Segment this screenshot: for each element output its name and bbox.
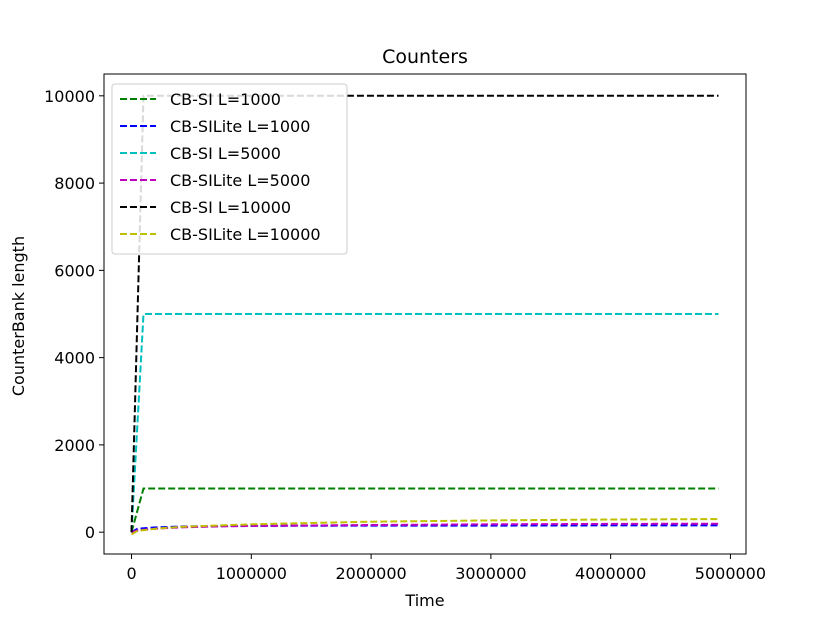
- legend-label-4: CB-SI L=10000: [170, 198, 291, 217]
- x-axis-label: Time: [404, 591, 444, 610]
- legend-label-5: CB-SILite L=10000: [170, 225, 321, 244]
- chart-title: Counters: [382, 46, 468, 68]
- x-tick-label: 4000000: [575, 564, 646, 583]
- axes: 0 1000000 2000000 3000000 4000000 5000000 0 200…: [44, 73, 766, 583]
- x-tick-label: 0: [126, 564, 136, 583]
- y-tick-label: 8000: [54, 174, 95, 193]
- legend-box: [111, 83, 348, 255]
- legend: CB-SI L=1000 CB-SILite L=1000 CB-SI L=5000…: [111, 83, 348, 255]
- legend-label-3: CB-SILite L=5000: [170, 171, 310, 190]
- x-tick-label: 3000000: [455, 564, 526, 583]
- y-tick-label: 2000: [54, 436, 95, 455]
- y-tick-label: 10000: [44, 87, 95, 106]
- x-tick-label: 2000000: [335, 564, 406, 583]
- plot-frame: [103, 73, 747, 555]
- legend-label-2: CB-SI L=5000: [170, 144, 281, 163]
- y-tick-label: 6000: [54, 261, 95, 280]
- series-line-0: [130, 487, 719, 533]
- y-axis-label: CounterBank length: [9, 236, 28, 396]
- series-line-2: [130, 313, 719, 533]
- legend-label-0: CB-SI L=1000: [170, 90, 281, 109]
- y-tick-label: 0: [85, 523, 95, 542]
- y-tick-label: 4000: [54, 349, 95, 368]
- x-tick-label: 1000000: [216, 564, 287, 583]
- series-line-5: [130, 518, 719, 536]
- x-tick-label: 5000000: [695, 564, 766, 583]
- legend-label-1: CB-SILite L=1000: [170, 117, 310, 136]
